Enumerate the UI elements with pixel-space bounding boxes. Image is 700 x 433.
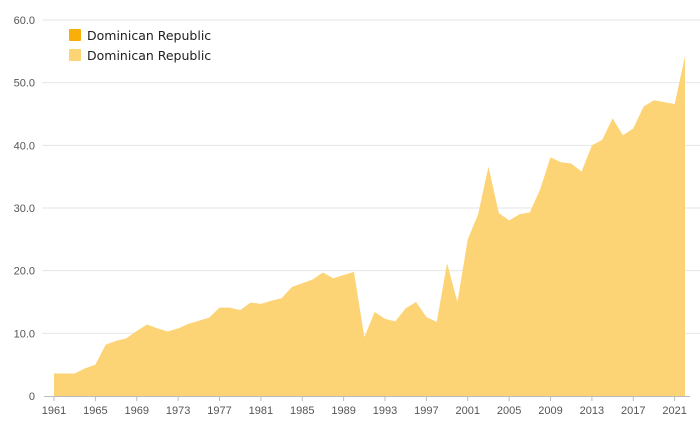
data-point[interactable] xyxy=(610,115,616,121)
data-point[interactable] xyxy=(103,342,109,348)
data-point[interactable] xyxy=(268,298,274,304)
data-point[interactable] xyxy=(361,334,367,340)
data-point[interactable] xyxy=(227,305,233,311)
data-point[interactable] xyxy=(496,210,502,216)
legend: Dominican Republic Dominican Republic xyxy=(69,28,211,63)
data-point[interactable] xyxy=(465,236,471,242)
legend-swatch xyxy=(69,29,81,41)
y-tick-label: 40.0 xyxy=(14,140,35,152)
legend-label: Dominican Republic xyxy=(87,48,211,63)
data-point[interactable] xyxy=(630,125,636,131)
data-point[interactable] xyxy=(527,209,533,215)
x-tick-label: 1993 xyxy=(373,405,397,417)
data-point[interactable] xyxy=(599,137,605,143)
data-point[interactable] xyxy=(341,272,347,278)
data-point[interactable] xyxy=(579,169,585,175)
legend-swatch xyxy=(69,49,81,61)
data-point[interactable] xyxy=(51,370,57,376)
y-tick-label: 0 xyxy=(29,391,35,403)
x-tick-label: 1981 xyxy=(249,405,273,417)
data-point[interactable] xyxy=(61,370,67,376)
data-point[interactable] xyxy=(279,295,285,301)
data-point[interactable] xyxy=(475,211,481,217)
data-point[interactable] xyxy=(113,338,119,344)
data-point[interactable] xyxy=(372,309,378,315)
data-point[interactable] xyxy=(434,319,440,325)
x-tick-label: 1973 xyxy=(166,405,190,417)
data-point[interactable] xyxy=(258,301,264,307)
data-point[interactable] xyxy=(589,142,595,148)
x-tick-label: 2017 xyxy=(621,405,645,417)
x-tick-label: 1985 xyxy=(290,405,314,417)
data-point[interactable] xyxy=(392,318,398,324)
x-tick-label: 1965 xyxy=(83,405,107,417)
x-tick-label: 2005 xyxy=(497,405,521,417)
x-tick-label: 1969 xyxy=(125,405,149,417)
x-tick-label: 2013 xyxy=(580,405,604,417)
x-tick-label: 1989 xyxy=(331,405,355,417)
data-point[interactable] xyxy=(403,305,409,311)
legend-item[interactable]: Dominican Republic xyxy=(69,28,211,43)
legend-item[interactable]: Dominican Republic xyxy=(69,48,211,63)
data-point[interactable] xyxy=(72,370,78,376)
data-point[interactable] xyxy=(123,335,129,341)
x-tick-label: 2009 xyxy=(538,405,562,417)
data-point[interactable] xyxy=(558,159,564,165)
data-point[interactable] xyxy=(206,315,212,321)
y-tick-label: 20.0 xyxy=(14,266,35,278)
data-point[interactable] xyxy=(330,275,336,281)
data-point[interactable] xyxy=(144,322,150,328)
data-point[interactable] xyxy=(444,260,450,266)
data-point[interactable] xyxy=(248,300,254,306)
data-point[interactable] xyxy=(165,328,171,334)
data-point[interactable] xyxy=(134,328,140,334)
data-point[interactable] xyxy=(217,305,223,311)
data-point[interactable] xyxy=(651,97,657,103)
data-point[interactable] xyxy=(516,211,522,217)
x-tick-label: 1961 xyxy=(42,405,66,417)
data-point[interactable] xyxy=(196,318,202,324)
x-axis: 1961 1965 1969 1973 1977 1981 1985 1989 1993 1997… xyxy=(42,396,690,417)
y-tick-label: 60.0 xyxy=(14,15,35,27)
data-point[interactable] xyxy=(661,99,667,105)
y-axis: 0 10.0 20.0 30.0 40.0 50.0 60.0 xyxy=(14,15,35,403)
data-point[interactable] xyxy=(568,161,574,167)
data-point[interactable] xyxy=(351,269,357,275)
x-tick-label: 2001 xyxy=(456,405,480,417)
data-point[interactable] xyxy=(548,154,554,160)
legend-label: Dominican Republic xyxy=(87,28,211,43)
y-tick-label: 30.0 xyxy=(14,203,35,215)
data-point[interactable] xyxy=(537,186,543,192)
data-point[interactable] xyxy=(454,299,460,305)
data-point[interactable] xyxy=(672,101,678,107)
data-point[interactable] xyxy=(506,218,512,224)
area-fill xyxy=(54,56,685,396)
data-point[interactable] xyxy=(641,103,647,109)
data-point[interactable] xyxy=(485,164,491,170)
area-series xyxy=(51,53,688,396)
data-point[interactable] xyxy=(320,270,326,276)
data-point[interactable] xyxy=(289,284,295,290)
data-point[interactable] xyxy=(310,276,316,282)
x-tick-label: 1997 xyxy=(414,405,438,417)
y-tick-label: 10.0 xyxy=(14,328,35,340)
data-point[interactable] xyxy=(82,365,88,371)
data-point[interactable] xyxy=(92,362,98,368)
data-point[interactable] xyxy=(382,316,388,322)
data-point[interactable] xyxy=(620,132,626,138)
data-point[interactable] xyxy=(413,299,419,305)
x-tick-label: 1977 xyxy=(207,405,231,417)
data-point[interactable] xyxy=(237,307,243,313)
y-tick-label: 50.0 xyxy=(14,78,35,90)
data-point[interactable] xyxy=(175,325,181,331)
data-point[interactable] xyxy=(682,53,688,59)
data-point[interactable] xyxy=(299,280,305,286)
data-point[interactable] xyxy=(185,321,191,327)
x-tick-label: 2021 xyxy=(662,405,686,417)
data-point[interactable] xyxy=(154,325,160,331)
data-point[interactable] xyxy=(423,314,429,320)
